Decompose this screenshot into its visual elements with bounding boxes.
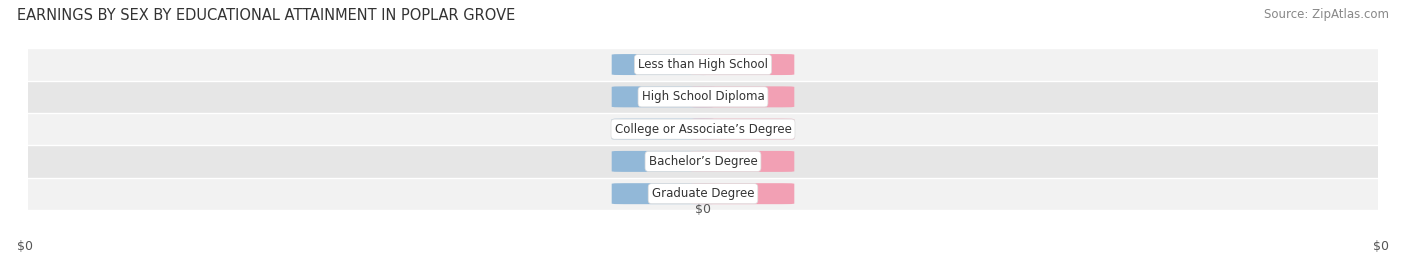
Text: $0: $0: [1374, 240, 1389, 253]
Text: $0: $0: [657, 156, 671, 167]
FancyBboxPatch shape: [612, 151, 714, 172]
Text: Bachelor’s Degree: Bachelor’s Degree: [648, 155, 758, 168]
Text: EARNINGS BY SEX BY EDUCATIONAL ATTAINMENT IN POPLAR GROVE: EARNINGS BY SEX BY EDUCATIONAL ATTAINMEN…: [17, 8, 515, 23]
Text: $0: $0: [657, 59, 671, 70]
Text: $0: $0: [657, 189, 671, 199]
FancyBboxPatch shape: [612, 54, 714, 75]
FancyBboxPatch shape: [612, 86, 714, 107]
Text: Less than High School: Less than High School: [638, 58, 768, 71]
Text: College or Associate’s Degree: College or Associate’s Degree: [614, 123, 792, 136]
Bar: [28, 145, 1378, 178]
FancyBboxPatch shape: [612, 119, 714, 140]
Bar: [28, 113, 1378, 145]
Text: $0: $0: [735, 92, 749, 102]
FancyBboxPatch shape: [612, 183, 714, 204]
Text: $0: $0: [17, 240, 32, 253]
Bar: [28, 178, 1378, 210]
Text: $0: $0: [657, 92, 671, 102]
FancyBboxPatch shape: [692, 54, 794, 75]
Bar: [28, 81, 1378, 113]
Text: $0: $0: [695, 203, 711, 216]
Text: $0: $0: [735, 124, 749, 134]
FancyBboxPatch shape: [692, 183, 794, 204]
Text: High School Diploma: High School Diploma: [641, 90, 765, 103]
Text: Graduate Degree: Graduate Degree: [652, 187, 754, 200]
Text: $0: $0: [657, 124, 671, 134]
FancyBboxPatch shape: [692, 86, 794, 107]
FancyBboxPatch shape: [692, 151, 794, 172]
Bar: [28, 48, 1378, 81]
FancyBboxPatch shape: [692, 119, 794, 140]
Text: $0: $0: [735, 189, 749, 199]
Text: Source: ZipAtlas.com: Source: ZipAtlas.com: [1264, 8, 1389, 21]
Text: $0: $0: [735, 59, 749, 70]
Text: $0: $0: [735, 156, 749, 167]
